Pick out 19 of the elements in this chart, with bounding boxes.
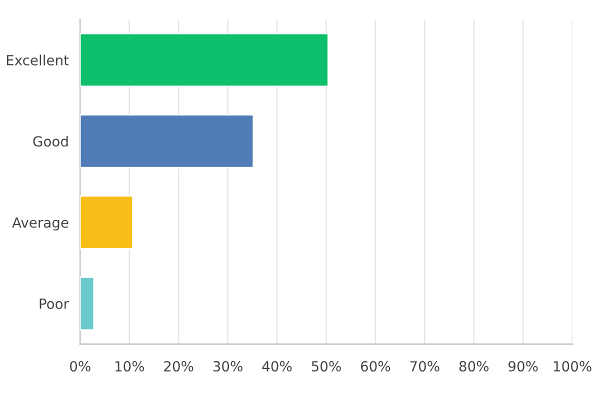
bar [80, 276, 95, 331]
y-tick-label: Average [12, 218, 68, 231]
y-tick-label: Excellent [6, 54, 69, 66]
x-tick-label: 40% [262, 361, 292, 372]
x-tick-label: 10% [115, 361, 144, 372]
x-tick-label: 50% [312, 361, 341, 372]
x-tick-label: 80% [459, 361, 489, 372]
x-tick-label: 60% [360, 361, 390, 372]
bar [80, 32, 329, 88]
x-tick-label: 0% [70, 361, 90, 372]
x-tick-label: 90% [508, 361, 538, 372]
x-tick-label: 70% [410, 361, 440, 372]
y-tick-label: Poor [40, 298, 70, 310]
x-tick-label: 30% [213, 361, 242, 372]
bar [80, 114, 254, 168]
x-tick-label: 20% [164, 361, 194, 372]
bar [80, 195, 134, 250]
y-tick-label: Good [33, 136, 68, 147]
x-tick-label: 100% [554, 361, 592, 372]
